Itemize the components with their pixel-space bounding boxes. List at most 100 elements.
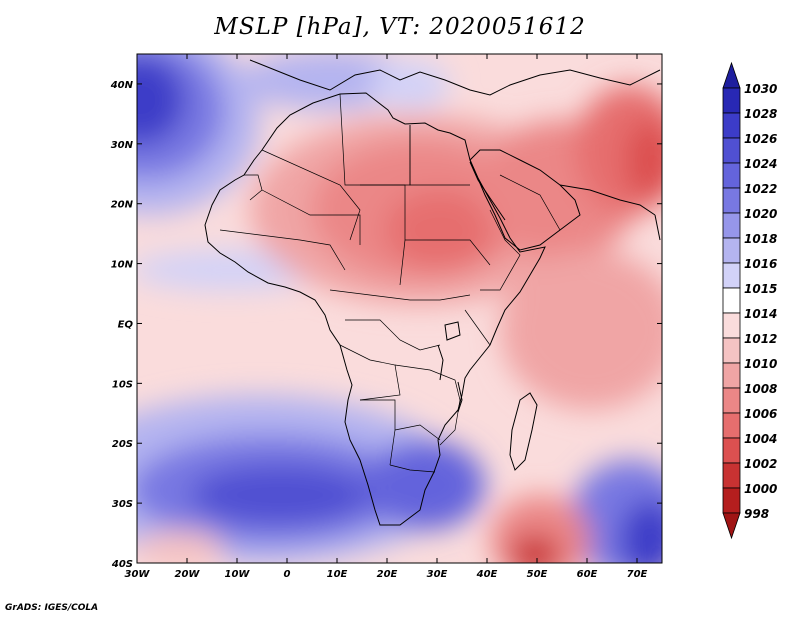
lake-tanganyika — [437, 344, 444, 381]
colorbar-segment — [722, 187, 741, 214]
x-tick-label: 10E — [327, 569, 348, 580]
border-sudan-south — [405, 239, 491, 266]
colorbar-top-arrow — [722, 61, 741, 89]
border-sahel-west — [219, 229, 346, 271]
border-saudi — [499, 174, 561, 231]
eastern-med-ridge — [370, 60, 450, 110]
colorbar-label: 1018 — [744, 232, 777, 246]
y-tick-label: 40N — [110, 80, 134, 91]
colorbar-label: 1010 — [744, 357, 777, 371]
colorbar-segment — [722, 112, 741, 139]
y-tick-label: 40S — [111, 559, 133, 570]
y-tick-label: 30N — [111, 140, 134, 151]
south-atlantic-low — [137, 530, 225, 563]
border-mali-niger — [261, 189, 361, 245]
x-tick-label: 30W — [125, 569, 151, 580]
y-tick-label: 20N — [111, 200, 134, 211]
x-tick-label: 10W — [225, 569, 251, 580]
colorbar-segment — [722, 412, 741, 439]
colorbar-label: 1030 — [744, 82, 777, 96]
border-botswana — [394, 424, 441, 441]
colorbar-label: 1012 — [744, 332, 777, 346]
y-tick-label: EQ — [118, 319, 134, 330]
x-tick-label: 20W — [175, 569, 201, 580]
border-egypt — [409, 125, 470, 186]
south-atlantic-high-core — [190, 465, 370, 525]
border-ethiopia — [480, 209, 521, 291]
y-tick-label: 10N — [111, 260, 134, 271]
colorbar-bottom-arrow — [722, 512, 741, 540]
colorbar-segment — [722, 237, 741, 264]
colorbar-label: 1000 — [744, 482, 777, 496]
country-borders — [219, 93, 561, 473]
colorbar-segment — [722, 387, 741, 414]
india-coastline — [654, 214, 661, 241]
azores-high-core — [137, 55, 185, 145]
colorbar-segment — [722, 487, 741, 514]
arabia-coastline — [469, 149, 581, 251]
saharan-low-core — [385, 190, 495, 270]
colorbar-segment — [722, 262, 741, 289]
border-central — [329, 289, 471, 301]
border-south-africa — [389, 464, 436, 473]
europe-coastline — [249, 59, 661, 96]
indian-ocean-trough — [500, 250, 662, 410]
colorbar-label: 998 — [744, 507, 769, 521]
x-tick-label: 40E — [476, 569, 498, 580]
y-axis: 40N 30N 20N 10N EQ 10S 20S 30S 40S — [110, 80, 662, 570]
madagascar — [509, 392, 538, 471]
colorbar-segment — [722, 287, 741, 314]
border-namibia — [360, 399, 396, 466]
colorbar-label: 1014 — [744, 307, 777, 321]
colorbar-label: 1008 — [744, 382, 777, 396]
border-zambia — [394, 364, 461, 401]
lake-malawi — [457, 381, 463, 413]
colorbar-segment — [722, 87, 741, 114]
iran-low-core — [625, 120, 662, 200]
colorbar-label: 1006 — [744, 407, 777, 421]
colorbar-label: 1002 — [744, 457, 777, 471]
x-tick-label: 20E — [377, 569, 398, 580]
colorbar-label: 1016 — [744, 257, 777, 271]
x-tick-label: 70E — [627, 569, 648, 580]
colorbar-segment — [722, 362, 741, 389]
south-african-high — [365, 440, 485, 530]
colorbar-segment — [722, 312, 741, 339]
colorbar-label: 1026 — [744, 132, 777, 146]
colorbar-segment — [722, 212, 741, 239]
y-tick-label: 10S — [112, 379, 133, 390]
x-tick-label: 50E — [527, 569, 548, 580]
pressure-field — [137, 54, 662, 563]
colorbar-label: 1022 — [744, 182, 777, 196]
red-sea — [469, 161, 506, 221]
border-western-sahara — [244, 174, 263, 201]
colorbar-label: 1004 — [744, 432, 777, 446]
map-title: MSLP [hPa], VT: 2020051612 — [214, 14, 586, 40]
colorbar-segment — [722, 162, 741, 189]
border-algeria — [261, 149, 361, 241]
colorbar-label: 1024 — [744, 157, 777, 171]
colorbar-segment — [722, 437, 741, 464]
lake-victoria — [444, 321, 461, 341]
colorbar-segment — [722, 337, 741, 364]
iran-coastline — [559, 184, 656, 216]
x-tick-label: 0 — [284, 569, 291, 580]
y-tick-label: 30S — [112, 499, 133, 510]
colorbar: 1030 1028 1026 1024 1022 1020 1018 1016 1015 1014… — [722, 61, 777, 540]
border-congo — [345, 319, 441, 351]
colorbar-label: 1020 — [744, 207, 777, 221]
border-chad-sudan — [360, 184, 406, 286]
colorbar-label: 1015 — [744, 282, 777, 296]
southern-ocean-low-core — [510, 535, 560, 563]
colorbar-label: 1028 — [744, 107, 777, 121]
x-axis: 30W 20W 10W 0 10E 20E 30E 40E 50E 60E 70E — [125, 54, 648, 580]
credit-text: GrADS: IGES/COLA — [5, 603, 99, 613]
x-tick-label: 30E — [427, 569, 448, 580]
border-mozambique — [439, 399, 461, 446]
plot-frame — [136, 53, 663, 564]
border-kenya-tanzania — [464, 309, 491, 346]
colorbar-segment — [722, 462, 741, 489]
x-tick-label: 60E — [577, 569, 598, 580]
y-tick-label: 20S — [112, 439, 133, 450]
